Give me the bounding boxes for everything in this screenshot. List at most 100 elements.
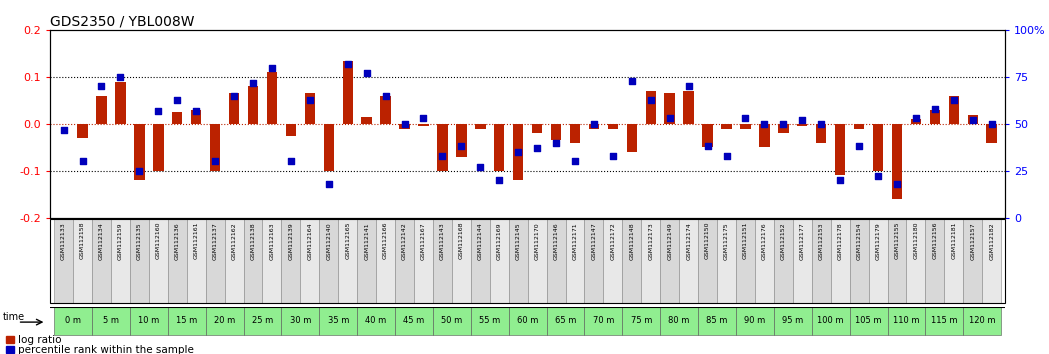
Text: GSM112137: GSM112137	[213, 222, 217, 260]
Bar	[622, 219, 641, 303]
Bar	[887, 307, 925, 335]
Point	[301, 97, 318, 102]
Bar	[262, 219, 281, 303]
Bar	[338, 219, 357, 303]
Text: 55 m: 55 m	[479, 316, 500, 325]
Bar	[759, 124, 770, 147]
Text: GSM112161: GSM112161	[194, 222, 198, 259]
Point	[926, 106, 943, 112]
Text: GSM112149: GSM112149	[667, 222, 672, 260]
Text: GSM112178: GSM112178	[838, 222, 842, 259]
Text: GSM112135: GSM112135	[136, 222, 142, 259]
Bar	[528, 219, 547, 303]
Bar	[224, 219, 243, 303]
Bar	[456, 124, 467, 157]
Bar	[551, 124, 561, 140]
Point	[188, 108, 205, 114]
Bar	[944, 219, 963, 303]
Bar	[755, 219, 774, 303]
Point	[813, 121, 830, 127]
Text: GSM112148: GSM112148	[629, 222, 635, 259]
Bar	[925, 219, 944, 303]
Text: 70 m: 70 m	[593, 316, 614, 325]
Bar	[168, 219, 187, 303]
Bar	[660, 307, 699, 335]
Bar	[206, 307, 243, 335]
Bar	[471, 219, 490, 303]
Text: GSM112162: GSM112162	[232, 222, 237, 259]
Text: GSM112163: GSM112163	[270, 222, 275, 259]
Bar	[400, 124, 410, 129]
Bar	[97, 96, 107, 124]
Bar	[319, 307, 357, 335]
Text: 95 m: 95 m	[783, 316, 804, 325]
Bar	[92, 219, 111, 303]
Text: 105 m: 105 m	[855, 316, 882, 325]
Point	[661, 115, 678, 121]
Text: GSM112181: GSM112181	[951, 222, 957, 259]
Text: GSM112176: GSM112176	[762, 222, 767, 259]
Text: 100 m: 100 m	[817, 316, 844, 325]
Bar	[475, 124, 486, 129]
Bar	[433, 219, 452, 303]
Text: GSM112141: GSM112141	[364, 222, 369, 259]
Point	[756, 121, 773, 127]
Text: 85 m: 85 m	[706, 316, 728, 325]
Bar	[607, 124, 618, 129]
Text: GSM112143: GSM112143	[440, 222, 445, 260]
Text: 65 m: 65 m	[555, 316, 576, 325]
Bar	[645, 91, 656, 124]
Bar	[285, 124, 296, 136]
Bar	[929, 110, 940, 124]
Bar	[206, 219, 224, 303]
Text: time: time	[2, 312, 24, 321]
Text: GSM112158: GSM112158	[80, 222, 85, 259]
Bar	[130, 307, 168, 335]
Bar	[699, 219, 718, 303]
Bar	[266, 72, 277, 124]
Bar	[854, 124, 864, 129]
Text: GSM112140: GSM112140	[326, 222, 331, 259]
Point	[339, 61, 356, 67]
Point	[907, 115, 924, 121]
Point	[945, 97, 962, 102]
Point	[244, 80, 261, 85]
Bar	[718, 219, 736, 303]
Bar	[547, 219, 565, 303]
Text: 60 m: 60 m	[517, 316, 538, 325]
Bar	[414, 219, 433, 303]
Bar	[509, 219, 528, 303]
Point	[207, 159, 223, 164]
Bar	[395, 307, 433, 335]
Bar	[684, 91, 693, 124]
Text: GSM112151: GSM112151	[743, 222, 748, 259]
Point	[378, 93, 394, 98]
Text: 20 m: 20 m	[214, 316, 235, 325]
Point	[623, 78, 640, 84]
Text: GSM112164: GSM112164	[307, 222, 313, 259]
Bar	[115, 82, 126, 124]
Point	[964, 117, 981, 123]
Bar	[887, 219, 906, 303]
Text: GSM112146: GSM112146	[554, 222, 558, 259]
Bar	[906, 219, 925, 303]
Text: GSM112171: GSM112171	[573, 222, 578, 259]
Bar	[869, 219, 887, 303]
Point	[566, 159, 583, 164]
Bar	[812, 307, 850, 335]
Text: GSM112167: GSM112167	[421, 222, 426, 259]
Bar	[982, 219, 1001, 303]
Text: GSM112160: GSM112160	[156, 222, 160, 259]
Bar	[452, 219, 471, 303]
Text: GSM112159: GSM112159	[117, 222, 123, 259]
Point	[548, 140, 564, 145]
Bar	[774, 307, 812, 335]
Point	[359, 70, 376, 76]
Text: GSM112138: GSM112138	[251, 222, 256, 259]
Bar	[963, 307, 1001, 335]
Bar	[892, 124, 902, 199]
Bar	[168, 307, 206, 335]
Text: GSM112153: GSM112153	[818, 222, 823, 259]
Point	[642, 97, 659, 102]
Bar	[584, 307, 622, 335]
